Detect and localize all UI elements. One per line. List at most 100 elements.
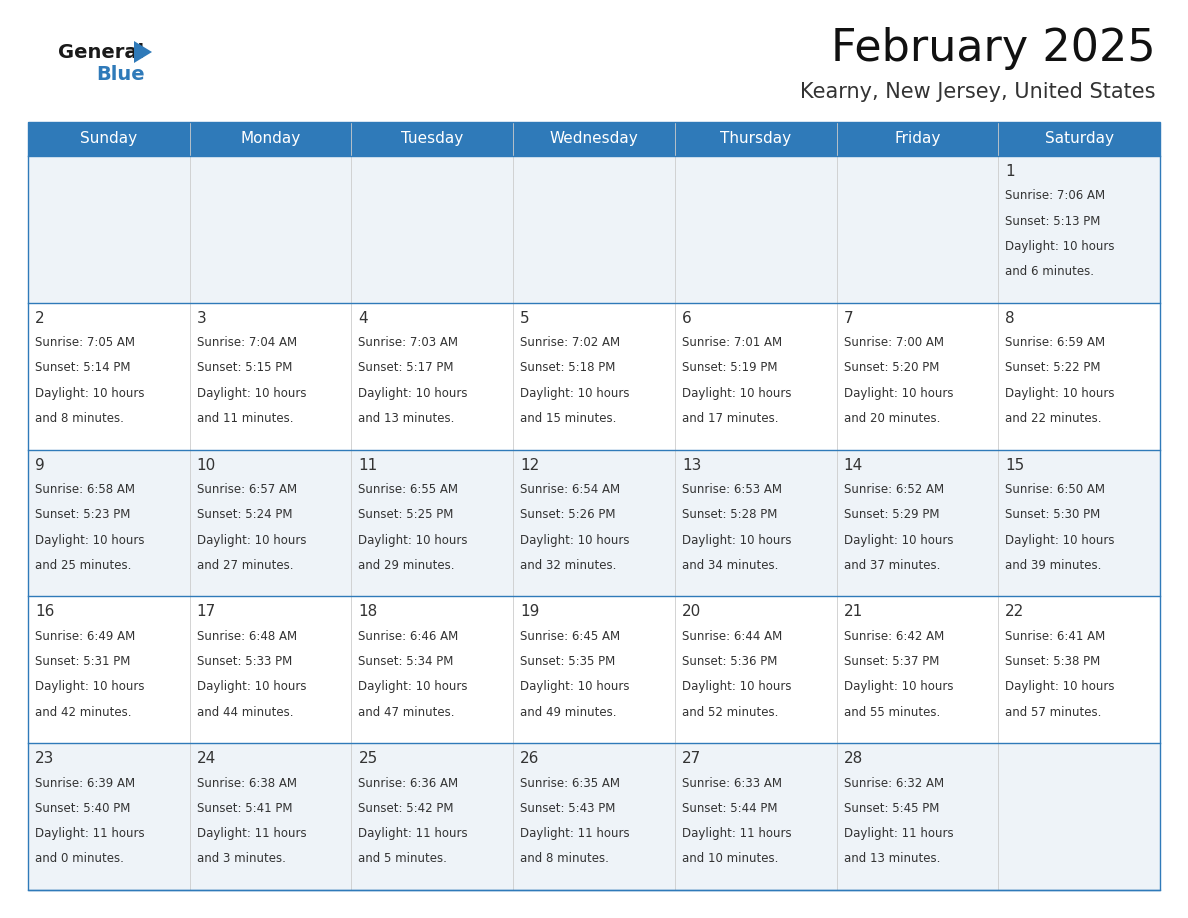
- Text: Daylight: 10 hours: Daylight: 10 hours: [682, 680, 791, 693]
- Text: Daylight: 10 hours: Daylight: 10 hours: [843, 386, 953, 399]
- Text: Daylight: 11 hours: Daylight: 11 hours: [359, 827, 468, 840]
- Text: Sunrise: 6:57 AM: Sunrise: 6:57 AM: [197, 483, 297, 496]
- Text: General: General: [58, 42, 144, 62]
- Text: Sunset: 5:24 PM: Sunset: 5:24 PM: [197, 509, 292, 521]
- Text: Sunrise: 7:04 AM: Sunrise: 7:04 AM: [197, 336, 297, 349]
- Text: Sunset: 5:28 PM: Sunset: 5:28 PM: [682, 509, 777, 521]
- Text: Sunrise: 7:05 AM: Sunrise: 7:05 AM: [34, 336, 135, 349]
- Text: and 25 minutes.: and 25 minutes.: [34, 559, 132, 572]
- Text: 7: 7: [843, 311, 853, 326]
- Text: Daylight: 10 hours: Daylight: 10 hours: [359, 680, 468, 693]
- Text: Thursday: Thursday: [720, 131, 791, 147]
- Text: Monday: Monday: [240, 131, 301, 147]
- Text: 8: 8: [1005, 311, 1015, 326]
- Text: Sunset: 5:42 PM: Sunset: 5:42 PM: [359, 801, 454, 815]
- Text: 18: 18: [359, 604, 378, 620]
- Text: 6: 6: [682, 311, 691, 326]
- Text: 5: 5: [520, 311, 530, 326]
- Text: 28: 28: [843, 751, 862, 767]
- Text: Sunrise: 6:49 AM: Sunrise: 6:49 AM: [34, 630, 135, 643]
- Text: 12: 12: [520, 457, 539, 473]
- Text: 25: 25: [359, 751, 378, 767]
- Text: Daylight: 10 hours: Daylight: 10 hours: [1005, 533, 1114, 546]
- Text: 4: 4: [359, 311, 368, 326]
- Text: 3: 3: [197, 311, 207, 326]
- Text: Daylight: 11 hours: Daylight: 11 hours: [197, 827, 307, 840]
- Text: 17: 17: [197, 604, 216, 620]
- Text: Sunday: Sunday: [81, 131, 138, 147]
- Text: Sunset: 5:20 PM: Sunset: 5:20 PM: [843, 362, 939, 375]
- Text: 16: 16: [34, 604, 55, 620]
- Text: Daylight: 10 hours: Daylight: 10 hours: [197, 386, 307, 399]
- Text: Sunrise: 6:55 AM: Sunrise: 6:55 AM: [359, 483, 459, 496]
- Text: Sunset: 5:41 PM: Sunset: 5:41 PM: [197, 801, 292, 815]
- Text: 22: 22: [1005, 604, 1024, 620]
- Text: Daylight: 10 hours: Daylight: 10 hours: [520, 386, 630, 399]
- Text: and 42 minutes.: and 42 minutes.: [34, 706, 132, 719]
- Text: Sunrise: 6:45 AM: Sunrise: 6:45 AM: [520, 630, 620, 643]
- Text: Daylight: 10 hours: Daylight: 10 hours: [682, 533, 791, 546]
- Text: 23: 23: [34, 751, 55, 767]
- Bar: [29, 597, 1159, 744]
- Text: and 13 minutes.: and 13 minutes.: [359, 412, 455, 425]
- Text: Daylight: 10 hours: Daylight: 10 hours: [682, 386, 791, 399]
- Text: 27: 27: [682, 751, 701, 767]
- Text: Sunset: 5:37 PM: Sunset: 5:37 PM: [843, 655, 939, 668]
- Text: Sunset: 5:26 PM: Sunset: 5:26 PM: [520, 509, 615, 521]
- Text: Daylight: 10 hours: Daylight: 10 hours: [520, 533, 630, 546]
- Text: Daylight: 10 hours: Daylight: 10 hours: [197, 680, 307, 693]
- Text: and 34 minutes.: and 34 minutes.: [682, 559, 778, 572]
- Text: Sunset: 5:44 PM: Sunset: 5:44 PM: [682, 801, 777, 815]
- Text: Daylight: 10 hours: Daylight: 10 hours: [1005, 240, 1114, 253]
- Text: and 10 minutes.: and 10 minutes.: [682, 853, 778, 866]
- Text: Sunset: 5:33 PM: Sunset: 5:33 PM: [197, 655, 292, 668]
- Text: and 3 minutes.: and 3 minutes.: [197, 853, 285, 866]
- Text: and 22 minutes.: and 22 minutes.: [1005, 412, 1101, 425]
- Text: Sunset: 5:25 PM: Sunset: 5:25 PM: [359, 509, 454, 521]
- Text: Sunrise: 7:00 AM: Sunrise: 7:00 AM: [843, 336, 943, 349]
- Text: Sunset: 5:14 PM: Sunset: 5:14 PM: [34, 362, 131, 375]
- Text: and 27 minutes.: and 27 minutes.: [197, 559, 293, 572]
- Text: Sunrise: 7:02 AM: Sunrise: 7:02 AM: [520, 336, 620, 349]
- Text: Daylight: 10 hours: Daylight: 10 hours: [34, 680, 145, 693]
- Text: and 47 minutes.: and 47 minutes.: [359, 706, 455, 719]
- Text: 26: 26: [520, 751, 539, 767]
- Text: 10: 10: [197, 457, 216, 473]
- Text: February 2025: February 2025: [832, 27, 1156, 70]
- Text: Sunrise: 7:06 AM: Sunrise: 7:06 AM: [1005, 189, 1105, 202]
- Text: Sunrise: 6:58 AM: Sunrise: 6:58 AM: [34, 483, 135, 496]
- Text: Sunset: 5:31 PM: Sunset: 5:31 PM: [34, 655, 131, 668]
- Bar: [29, 744, 1159, 890]
- Text: and 15 minutes.: and 15 minutes.: [520, 412, 617, 425]
- Text: and 8 minutes.: and 8 minutes.: [520, 853, 609, 866]
- Text: 21: 21: [843, 604, 862, 620]
- Text: Sunrise: 6:35 AM: Sunrise: 6:35 AM: [520, 777, 620, 789]
- Text: Sunrise: 6:33 AM: Sunrise: 6:33 AM: [682, 777, 782, 789]
- Bar: [29, 156, 1159, 303]
- Text: Sunset: 5:29 PM: Sunset: 5:29 PM: [843, 509, 939, 521]
- Text: and 39 minutes.: and 39 minutes.: [1005, 559, 1101, 572]
- Text: 11: 11: [359, 457, 378, 473]
- Text: Sunset: 5:35 PM: Sunset: 5:35 PM: [520, 655, 615, 668]
- Text: Sunrise: 6:36 AM: Sunrise: 6:36 AM: [359, 777, 459, 789]
- Text: Sunrise: 6:54 AM: Sunrise: 6:54 AM: [520, 483, 620, 496]
- Text: Sunset: 5:45 PM: Sunset: 5:45 PM: [843, 801, 939, 815]
- Text: and 49 minutes.: and 49 minutes.: [520, 706, 617, 719]
- Text: Saturday: Saturday: [1044, 131, 1113, 147]
- Text: Daylight: 11 hours: Daylight: 11 hours: [520, 827, 630, 840]
- Text: Wednesday: Wednesday: [550, 131, 638, 147]
- Text: Sunrise: 6:50 AM: Sunrise: 6:50 AM: [1005, 483, 1105, 496]
- Bar: [29, 303, 1159, 450]
- Text: 19: 19: [520, 604, 539, 620]
- Polygon shape: [134, 41, 152, 63]
- Text: and 8 minutes.: and 8 minutes.: [34, 412, 124, 425]
- Text: Sunrise: 6:39 AM: Sunrise: 6:39 AM: [34, 777, 135, 789]
- Text: and 37 minutes.: and 37 minutes.: [843, 559, 940, 572]
- Text: Sunset: 5:17 PM: Sunset: 5:17 PM: [359, 362, 454, 375]
- Text: Sunrise: 6:59 AM: Sunrise: 6:59 AM: [1005, 336, 1105, 349]
- Text: Sunrise: 6:52 AM: Sunrise: 6:52 AM: [843, 483, 943, 496]
- Text: Sunrise: 6:38 AM: Sunrise: 6:38 AM: [197, 777, 297, 789]
- Text: 9: 9: [34, 457, 45, 473]
- Text: and 0 minutes.: and 0 minutes.: [34, 853, 124, 866]
- Text: Sunrise: 6:44 AM: Sunrise: 6:44 AM: [682, 630, 782, 643]
